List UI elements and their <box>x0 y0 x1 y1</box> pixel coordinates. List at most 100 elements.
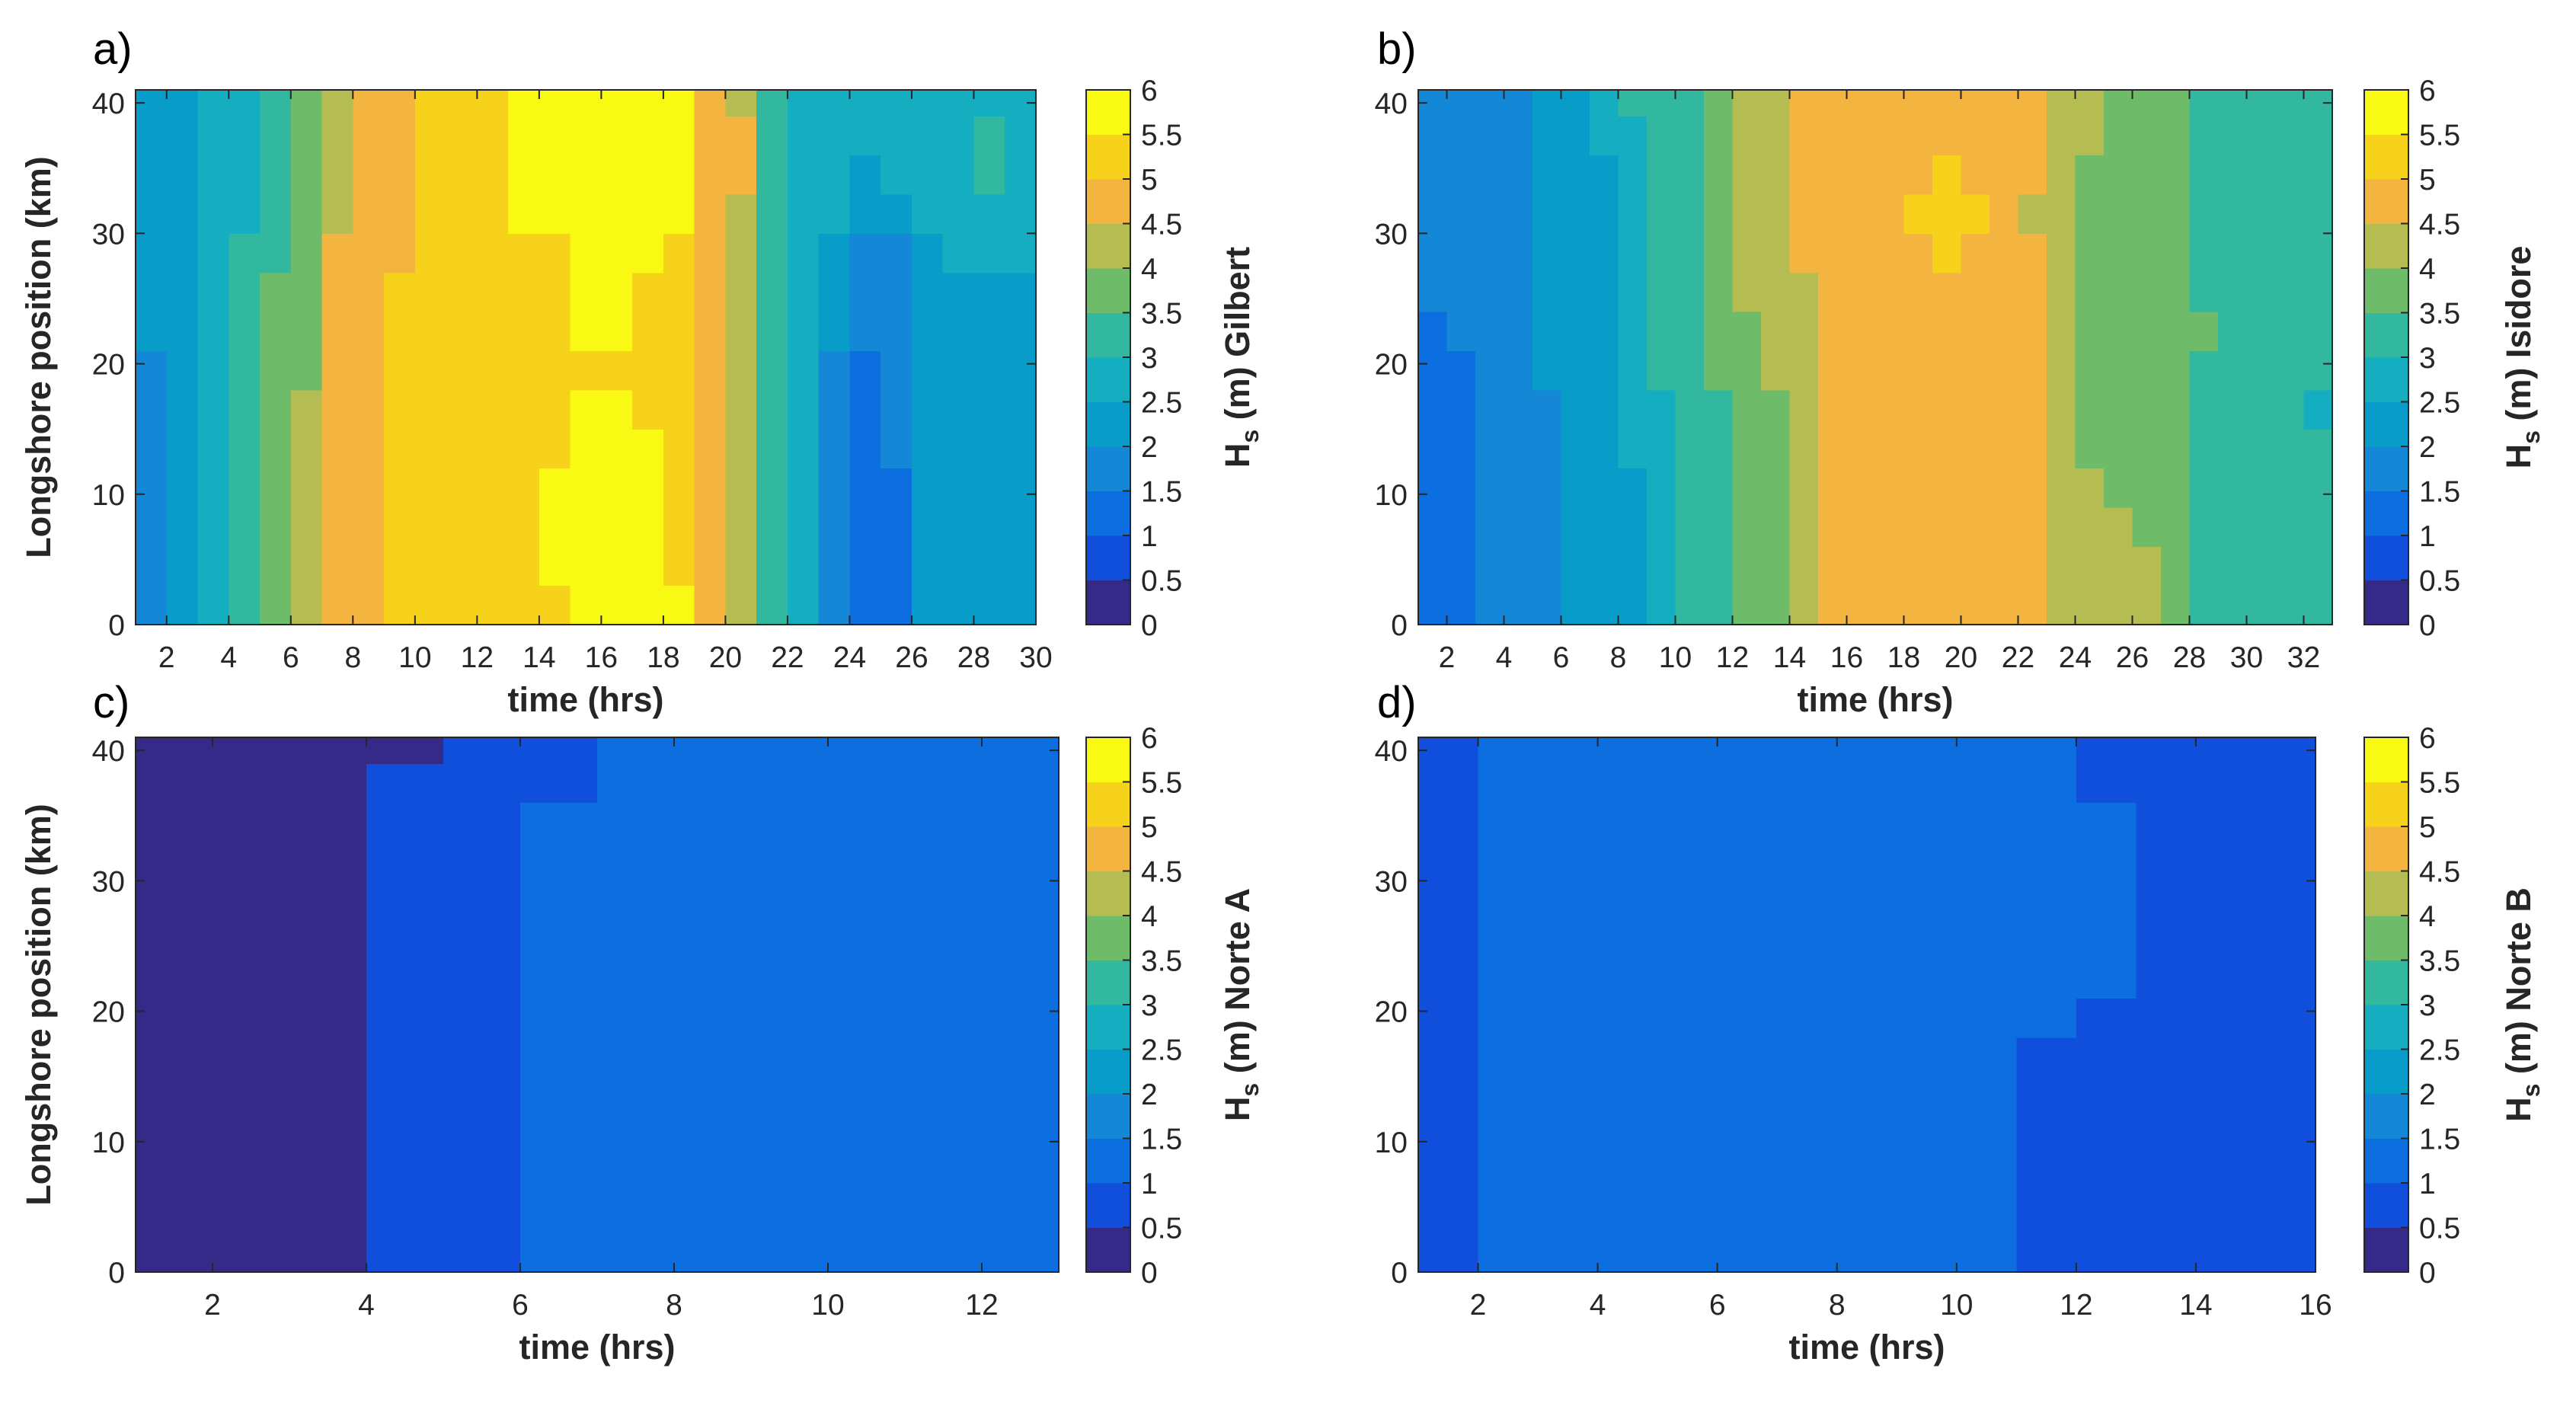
heatmap-cell <box>1597 1076 1658 1117</box>
heatmap-cell <box>601 468 633 508</box>
heatmap-cell <box>1418 959 1479 999</box>
heatmap-cell <box>2104 468 2133 508</box>
colorbar-tick-label: 1.5 <box>1141 1124 1182 1156</box>
heatmap-cell <box>1777 1115 1838 1155</box>
x-tick-label: 4 <box>220 641 237 674</box>
heatmap-cell <box>1717 802 1778 842</box>
heatmap-cell <box>1836 919 1897 960</box>
heatmap-cell <box>2136 1076 2197 1117</box>
heatmap-cell <box>905 919 983 960</box>
heatmap-cell <box>1732 546 1762 587</box>
heatmap-cell <box>539 389 571 430</box>
heatmap-cell <box>136 429 168 469</box>
heatmap-cell <box>443 737 521 764</box>
heatmap-cell <box>1990 546 2019 587</box>
heatmap-cell <box>260 585 292 625</box>
heatmap-cell <box>849 116 881 156</box>
x-tick-label: 12 <box>965 1289 998 1322</box>
colorbar-tick-label: 3 <box>2419 342 2436 375</box>
heatmap-cell <box>477 429 509 469</box>
heatmap-cell <box>601 116 633 156</box>
heatmap-cell <box>1418 1115 1479 1155</box>
heatmap-cell <box>1818 116 1848 156</box>
heatmap-cell <box>1618 585 1648 625</box>
heatmap-cell <box>2246 389 2276 430</box>
heatmap-cell <box>911 429 944 469</box>
heatmap-cell <box>942 193 975 234</box>
x-tick-label: 2 <box>204 1289 221 1322</box>
heatmap-cell <box>508 155 540 195</box>
heatmap-cell <box>849 193 881 234</box>
heatmap-cell <box>751 1154 829 1194</box>
heatmap-cell <box>166 193 199 234</box>
colorbar-segment <box>1086 535 1130 581</box>
heatmap-cell <box>1761 350 1791 391</box>
heatmap-cell <box>2076 1194 2137 1234</box>
heatmap-cell <box>2104 585 2133 625</box>
heatmap-cell <box>2246 585 2276 625</box>
heatmap-cell <box>570 193 602 234</box>
heatmap-cell <box>2246 429 2276 469</box>
heatmap-cell <box>414 585 447 625</box>
heatmap-cell <box>414 90 447 117</box>
heatmap-cell <box>2104 429 2133 469</box>
heatmap-cell <box>2189 193 2219 234</box>
heatmap-cell <box>632 193 664 234</box>
heatmap-cell <box>166 546 199 587</box>
heatmap-cell <box>2104 193 2133 234</box>
heatmap-cell <box>321 233 353 273</box>
heatmap-cell <box>321 193 353 234</box>
colorbar-segment <box>1086 446 1130 492</box>
heatmap-cell <box>136 1232 213 1273</box>
heatmap-cell <box>1789 155 1819 195</box>
heatmap-cell <box>2136 1154 2197 1194</box>
heatmap-cell <box>849 350 881 391</box>
colorbar-tick-label: 5 <box>1141 164 1158 197</box>
heatmap-cell <box>942 233 975 273</box>
colorbar-segment <box>2364 960 2408 1005</box>
heatmap-cell <box>597 959 675 999</box>
heatmap-cell <box>570 546 602 587</box>
heatmap-cell <box>2136 1232 2197 1273</box>
heatmap-cell <box>366 737 444 764</box>
heatmap-cell <box>1897 881 1958 921</box>
heatmap-cell <box>2047 155 2076 195</box>
heatmap-cell <box>1903 585 1933 625</box>
heatmap-cell <box>570 507 602 547</box>
heatmap-cell <box>2246 350 2276 391</box>
heatmap-cell <box>2275 193 2305 234</box>
heatmap-cell <box>1717 919 1778 960</box>
heatmap-cell <box>1590 507 1619 547</box>
heatmap-cell <box>1475 233 1505 273</box>
heatmap-cell <box>982 998 1059 1038</box>
heatmap-cell <box>849 272 881 312</box>
heatmap-cell <box>1597 1115 1658 1155</box>
heatmap-cell <box>751 737 829 764</box>
colorbar-segment <box>1086 90 1130 136</box>
heatmap-cell <box>520 1037 598 1077</box>
heatmap-cell <box>632 507 664 547</box>
x-tick-label: 24 <box>2059 641 2092 674</box>
heatmap-cell <box>197 389 229 430</box>
heatmap-cell <box>849 233 881 273</box>
heatmap-cell <box>911 272 944 312</box>
colorbar-tick-label: 5.5 <box>2419 120 2460 152</box>
heatmap-cell <box>136 1115 213 1155</box>
heatmap-cell <box>1675 507 1705 547</box>
heatmap-cell <box>136 998 213 1038</box>
heatmap-cell <box>881 585 912 625</box>
heatmap-cell <box>905 1115 983 1155</box>
y-tick-label: 0 <box>108 1257 125 1290</box>
heatmap-cell <box>1789 389 1819 430</box>
heatmap-cell <box>1704 350 1734 391</box>
heatmap-cell <box>828 1076 906 1117</box>
heatmap-cell <box>2195 763 2257 804</box>
heatmap-cell <box>1875 389 1905 430</box>
heatmap-cell <box>229 155 260 195</box>
heatmap-cell <box>443 802 521 842</box>
heatmap-cell <box>756 546 788 587</box>
heatmap-cell <box>1836 737 1897 764</box>
heatmap-cell <box>1478 1232 1539 1273</box>
heatmap-cell <box>1961 546 1990 587</box>
heatmap-cell <box>1675 389 1705 430</box>
